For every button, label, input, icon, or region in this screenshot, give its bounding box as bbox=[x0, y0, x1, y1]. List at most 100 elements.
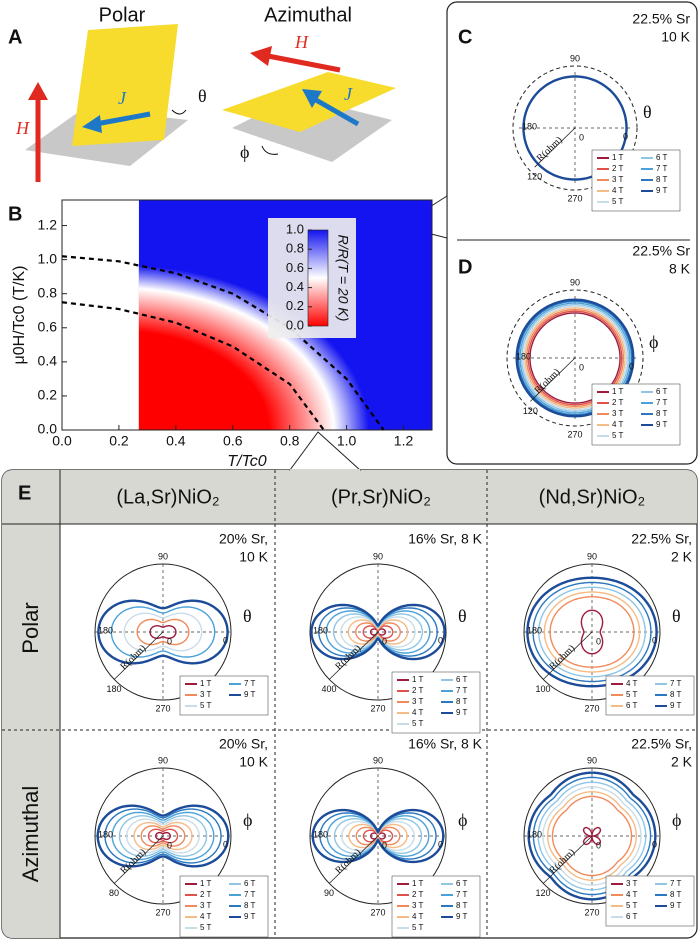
colorbar-title: R/R(T = 20 K) bbox=[335, 235, 351, 322]
angle-symbol: θ bbox=[198, 86, 207, 106]
angle-symbol: ϕ bbox=[649, 332, 658, 352]
legend-label: 1 T bbox=[612, 153, 624, 162]
colorbar-tick-label: 0.8 bbox=[286, 241, 304, 256]
annotation: 22.5% Sr, bbox=[631, 531, 692, 547]
radius-scale: 180 bbox=[107, 684, 122, 694]
annotation: 22.5% Sr bbox=[632, 11, 690, 27]
polar-trace bbox=[154, 831, 172, 841]
legend-label: 4 T bbox=[626, 890, 638, 899]
legend-label: 5 T bbox=[200, 701, 212, 710]
legend-label: 4 T bbox=[612, 186, 624, 195]
polar-trace bbox=[332, 613, 424, 651]
polar-trace bbox=[149, 625, 177, 639]
colorbar-tick-label: 1.0 bbox=[286, 221, 304, 236]
polar-trace bbox=[147, 828, 179, 844]
column-header: (Nd,Sr)NiO₂ bbox=[539, 486, 646, 508]
angle-label: 0 bbox=[652, 635, 657, 645]
legend-label: 8 T bbox=[456, 901, 468, 910]
legend-label: 6 T bbox=[656, 153, 668, 162]
row-header: Polar bbox=[18, 602, 43, 653]
plot-frame bbox=[61, 199, 433, 431]
legend-label: 6 T bbox=[626, 912, 638, 921]
annotation: 16% Sr, 8 K bbox=[408, 736, 483, 752]
annotation: 10 K bbox=[239, 549, 268, 565]
polar-trace bbox=[347, 619, 409, 645]
arrowhead bbox=[250, 46, 272, 66]
y-tick-label: 0.8 bbox=[38, 284, 58, 300]
legend-label: 2 T bbox=[412, 890, 424, 899]
radius-axis bbox=[113, 835, 164, 884]
legend-label: 7 T bbox=[670, 879, 682, 888]
angle-symbol: θ bbox=[458, 606, 467, 626]
arrowhead bbox=[82, 115, 102, 133]
polar-trace bbox=[580, 609, 604, 655]
column-header: (La,Sr)NiO₂ bbox=[116, 486, 219, 508]
radius-scale: 400 bbox=[322, 684, 337, 694]
angle-label: 270 bbox=[567, 193, 582, 203]
angle-label: 0 bbox=[629, 361, 634, 371]
polar-frame bbox=[512, 65, 638, 191]
x-tick-label: 1.2 bbox=[394, 433, 414, 449]
y-axis-label: μ0H/Tc0 (T/K) bbox=[11, 265, 28, 364]
x-tick-label: 0.0 bbox=[52, 433, 72, 449]
legend-label: 3 T bbox=[626, 879, 638, 888]
legend-label: 8 T bbox=[456, 697, 468, 706]
angle-label: 90 bbox=[570, 277, 580, 287]
legend-label: 3 T bbox=[200, 690, 212, 699]
column-header: (Pr,Sr)NiO₂ bbox=[331, 486, 431, 508]
polar-trace bbox=[546, 790, 638, 882]
x-tick-label: 1.0 bbox=[337, 433, 357, 449]
legend-label: 4 T bbox=[626, 679, 638, 688]
legend-label: 1 T bbox=[612, 387, 624, 396]
radius-axis bbox=[113, 631, 164, 680]
legend-label: 9 T bbox=[244, 690, 256, 699]
radius-axis bbox=[328, 631, 379, 680]
polar-trace bbox=[537, 586, 647, 678]
angle-label: 0 bbox=[623, 131, 628, 141]
polar-trace bbox=[110, 606, 216, 658]
y-tick-label: 1.2 bbox=[38, 216, 58, 232]
angle-label: 0 bbox=[438, 839, 443, 849]
angle-label: 270 bbox=[155, 907, 170, 917]
angle-symbol: ϕ bbox=[240, 142, 249, 162]
angle-label: 0 bbox=[438, 635, 443, 645]
legend-label: 2 T bbox=[200, 890, 212, 899]
legend-label: 5 T bbox=[412, 923, 424, 932]
annotation: 22.5% Sr bbox=[632, 243, 690, 259]
y-tick-label: 0.2 bbox=[38, 387, 58, 403]
x-tick-label: 0.8 bbox=[280, 433, 300, 449]
arrowhead bbox=[302, 89, 322, 108]
header-band bbox=[2, 470, 697, 524]
annotation: 10 K bbox=[661, 29, 690, 45]
current-label: J bbox=[118, 88, 127, 108]
angle-symbol: θ bbox=[672, 606, 681, 626]
origin-label: 0 bbox=[167, 636, 172, 646]
legend-label: 8 T bbox=[656, 409, 668, 418]
legend-label: 3 T bbox=[612, 409, 624, 418]
legend-label: 3 T bbox=[412, 697, 424, 706]
panel-a: A Polar Azimuthal H J θ H J ϕ bbox=[8, 4, 396, 182]
polar-trace bbox=[123, 612, 203, 652]
legend-label: 7 T bbox=[656, 398, 668, 407]
angle-label: 270 bbox=[584, 703, 599, 713]
legend-label: 6 T bbox=[456, 675, 468, 684]
legend-label: 7 T bbox=[244, 890, 256, 899]
radius-scale: 100 bbox=[536, 684, 551, 694]
radius-scale: 80 bbox=[109, 888, 119, 898]
origin-label: 0 bbox=[167, 840, 172, 850]
polar-trace bbox=[96, 804, 230, 868]
legend-label: 6 T bbox=[244, 879, 256, 888]
legend-label: 1 T bbox=[412, 879, 424, 888]
legend-label: 5 T bbox=[412, 719, 424, 728]
legend-label: 1 T bbox=[200, 879, 212, 888]
colorbar-tick-label: 0.4 bbox=[286, 279, 304, 294]
angle-label: 180 bbox=[98, 829, 113, 839]
polar-trace bbox=[136, 618, 190, 646]
angle-label: 180 bbox=[527, 829, 542, 839]
legend-label: 7 T bbox=[656, 164, 668, 173]
boundary-line bbox=[61, 255, 385, 431]
legend-label: 9 T bbox=[670, 901, 682, 910]
angle-label: 270 bbox=[370, 907, 385, 917]
